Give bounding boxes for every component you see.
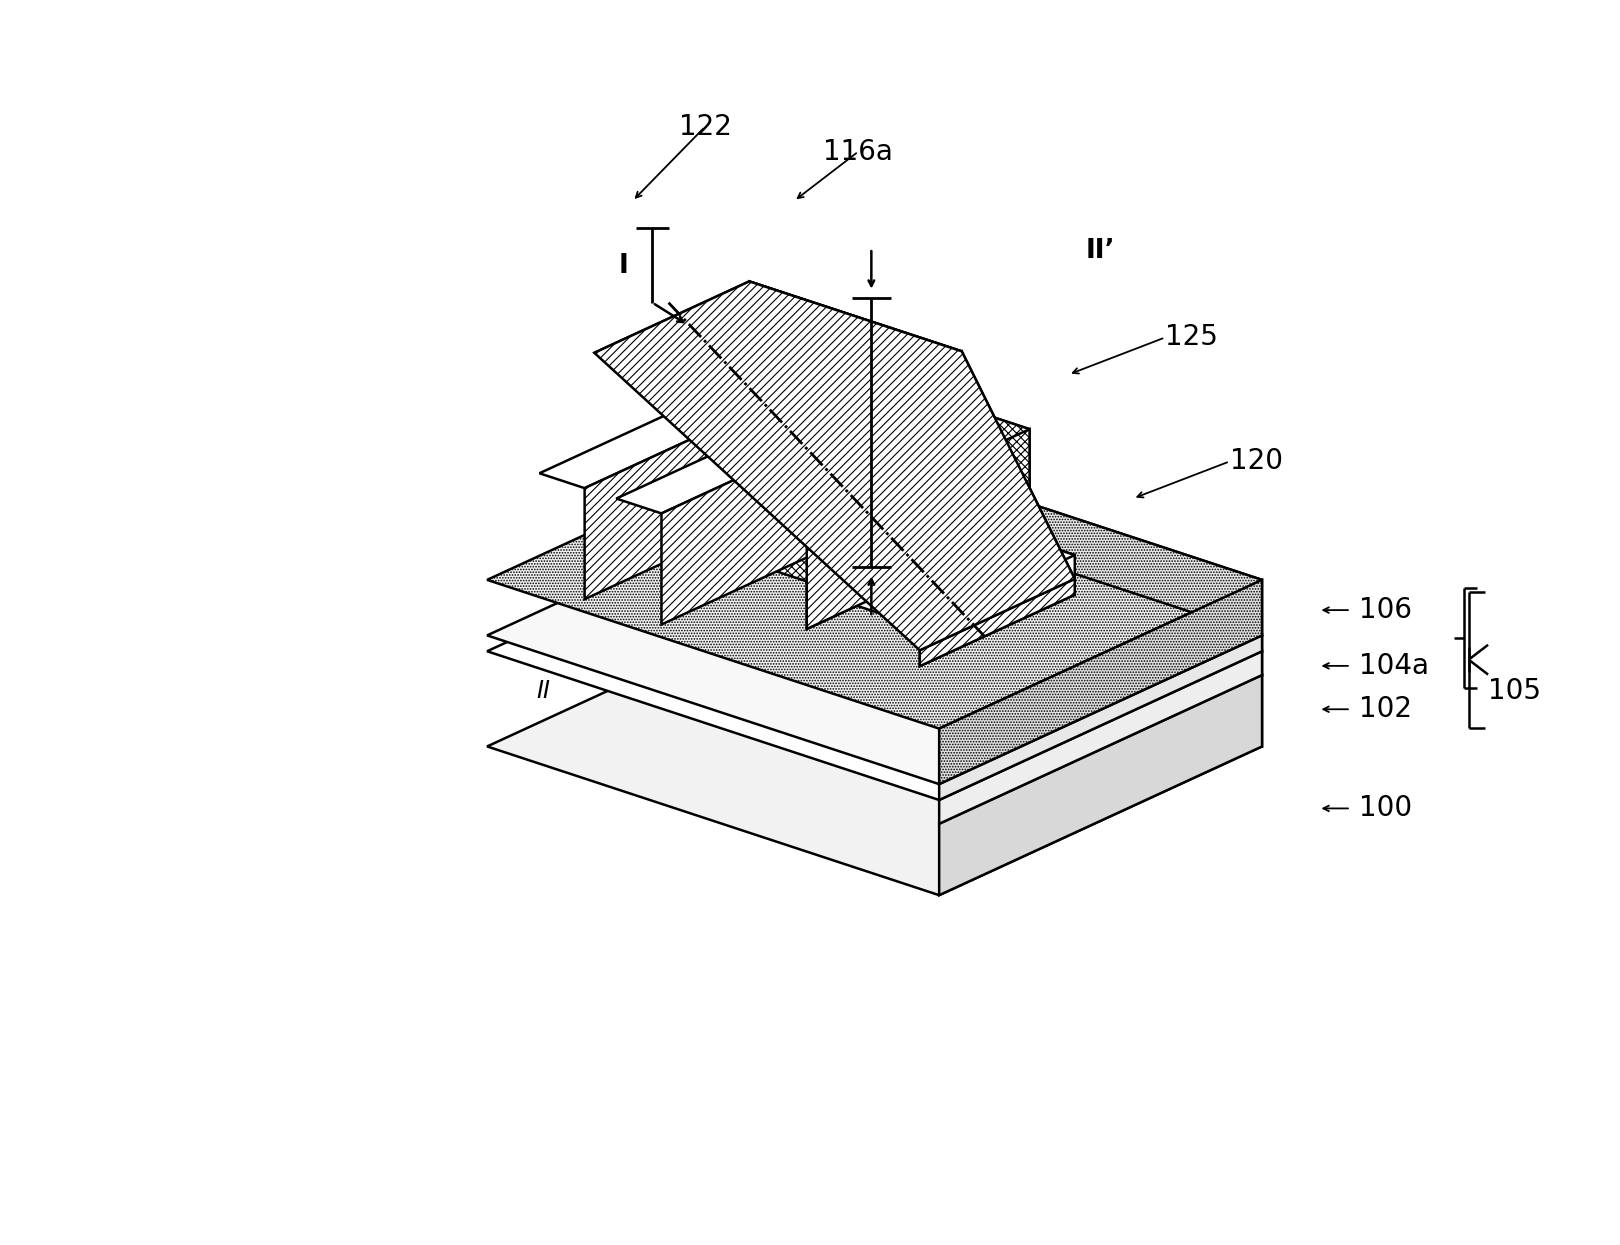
Polygon shape [807, 510, 962, 629]
Polygon shape [488, 503, 1262, 801]
Text: 106: 106 [1359, 596, 1413, 624]
Polygon shape [810, 527, 1262, 747]
Polygon shape [750, 439, 962, 558]
Polygon shape [616, 365, 953, 513]
Polygon shape [940, 635, 1262, 801]
Polygon shape [488, 431, 1262, 728]
Polygon shape [810, 487, 1262, 651]
Polygon shape [661, 380, 953, 625]
Polygon shape [750, 281, 962, 558]
Polygon shape [1008, 533, 1074, 595]
Text: I: I [619, 253, 629, 279]
Polygon shape [810, 503, 1262, 675]
Polygon shape [595, 439, 962, 581]
Polygon shape [933, 430, 1030, 625]
Polygon shape [807, 351, 962, 629]
Polygon shape [810, 431, 1262, 635]
Polygon shape [940, 580, 1262, 784]
Polygon shape [865, 407, 1030, 474]
Text: 120: 120 [1230, 447, 1283, 476]
Polygon shape [595, 281, 962, 423]
Polygon shape [907, 365, 953, 491]
Text: 104a: 104a [1359, 652, 1429, 680]
Polygon shape [962, 407, 1030, 580]
Text: 102: 102 [1359, 695, 1413, 723]
Polygon shape [488, 487, 1262, 784]
Polygon shape [920, 579, 1074, 666]
Polygon shape [962, 351, 1074, 595]
Polygon shape [940, 651, 1262, 824]
Text: 100: 100 [1359, 794, 1413, 823]
Polygon shape [829, 340, 875, 466]
Polygon shape [595, 281, 1074, 650]
Text: 116a: 116a [823, 137, 893, 166]
Polygon shape [940, 675, 1262, 895]
Polygon shape [488, 598, 1262, 895]
Text: 105: 105 [1489, 677, 1541, 705]
Polygon shape [920, 555, 1074, 666]
Text: II’: II’ [1085, 238, 1116, 264]
Polygon shape [585, 355, 875, 599]
Polygon shape [852, 533, 1074, 626]
Text: II: II [536, 679, 551, 702]
Text: 125: 125 [1165, 324, 1218, 351]
Polygon shape [539, 340, 875, 488]
Text: 122: 122 [679, 113, 732, 141]
